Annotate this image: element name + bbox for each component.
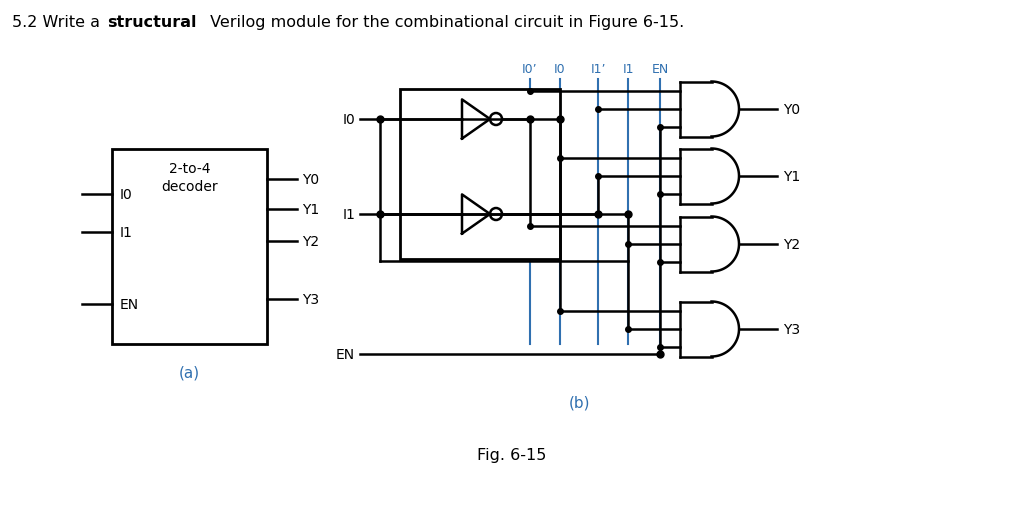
Bar — [112, 150, 267, 344]
Text: Y1: Y1 — [302, 203, 319, 216]
Text: (b): (b) — [569, 394, 591, 409]
Text: Y2: Y2 — [783, 238, 800, 251]
Text: Y0: Y0 — [302, 173, 319, 187]
Text: structural: structural — [106, 15, 197, 30]
Text: Verilog module for the combinational circuit in Figure 6-15.: Verilog module for the combinational cir… — [205, 15, 684, 30]
Text: I0: I0 — [120, 188, 133, 202]
Text: I0’: I0’ — [522, 63, 538, 76]
Text: Y2: Y2 — [302, 235, 319, 248]
Text: (a): (a) — [179, 364, 200, 379]
Text: Y3: Y3 — [783, 322, 800, 336]
Text: I1: I1 — [120, 225, 133, 240]
Text: 5.2 Write a: 5.2 Write a — [12, 15, 105, 30]
Text: Y0: Y0 — [783, 103, 800, 117]
Text: EN: EN — [336, 347, 355, 361]
Text: Y3: Y3 — [302, 293, 319, 306]
Text: I0: I0 — [554, 63, 566, 76]
Text: decoder: decoder — [161, 180, 218, 193]
Bar — [400, 90, 560, 260]
Text: 2-to-4: 2-to-4 — [169, 162, 210, 176]
Text: Y1: Y1 — [783, 169, 800, 184]
Text: I1: I1 — [623, 63, 634, 76]
Text: EN: EN — [651, 63, 669, 76]
Text: EN: EN — [120, 297, 139, 312]
Text: I1’: I1’ — [590, 63, 606, 76]
Text: I1: I1 — [342, 208, 355, 221]
Text: I0: I0 — [342, 113, 355, 127]
Circle shape — [490, 114, 502, 126]
Circle shape — [490, 209, 502, 220]
Text: Fig. 6-15: Fig. 6-15 — [477, 447, 547, 462]
